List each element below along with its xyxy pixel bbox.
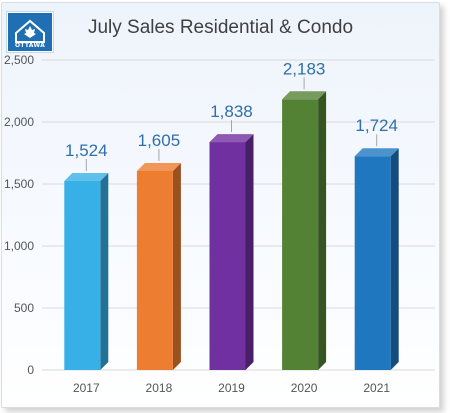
bar-side bbox=[390, 148, 399, 370]
bar-top bbox=[209, 134, 254, 143]
x-tick-label: 2017 bbox=[73, 381, 100, 395]
bar-top bbox=[282, 91, 327, 100]
bar-front bbox=[136, 170, 173, 370]
bar-top bbox=[354, 148, 399, 157]
bar-2018: 1,605 bbox=[136, 131, 181, 370]
bar-2017: 1,524 bbox=[64, 141, 109, 370]
data-label: 1,838 bbox=[210, 102, 253, 121]
bar-front bbox=[282, 99, 319, 371]
bar-side bbox=[100, 173, 109, 370]
bar-front bbox=[209, 142, 246, 370]
y-tick-label: 1,000 bbox=[4, 239, 34, 253]
bar-2019: 1,838 bbox=[209, 102, 254, 370]
bar-front bbox=[354, 156, 391, 370]
bar-side bbox=[172, 162, 181, 370]
bar-side bbox=[318, 91, 327, 371]
bar-front bbox=[64, 181, 101, 370]
x-tick-label: 2018 bbox=[146, 381, 173, 395]
chart-title: July Sales Residential & Condo bbox=[87, 17, 354, 38]
x-tick-label: 2021 bbox=[363, 381, 390, 395]
y-tick-label: 500 bbox=[14, 301, 34, 315]
y-tick-label: 0 bbox=[27, 363, 34, 377]
x-axis: 2017 2018 2019 2020 2021 bbox=[73, 381, 390, 395]
y-axis: 0 500 1,000 1,500 2,000 2,500 bbox=[4, 53, 34, 377]
x-tick-label: 2020 bbox=[291, 381, 318, 395]
data-label: 1,524 bbox=[65, 141, 108, 160]
ottawa-logo: OTTAWA bbox=[7, 12, 53, 52]
data-label: 2,183 bbox=[283, 59, 326, 78]
y-tick-label: 1,500 bbox=[4, 177, 34, 191]
y-tick-label: 2,000 bbox=[4, 115, 34, 129]
bar-2020: 2,183 bbox=[282, 59, 327, 371]
y-tick-label: 2,500 bbox=[4, 53, 34, 67]
data-label: 1,605 bbox=[138, 131, 181, 150]
bar-top bbox=[64, 173, 109, 182]
bars: 1,524 1,605 1,838 2,183 1,724 bbox=[64, 59, 399, 371]
logo-text: OTTAWA bbox=[14, 42, 46, 49]
bar-top bbox=[136, 162, 181, 171]
data-label: 1,724 bbox=[355, 116, 398, 135]
house-maple-leaf-icon bbox=[15, 19, 45, 43]
x-tick-label: 2019 bbox=[218, 381, 245, 395]
bar-side bbox=[245, 134, 254, 370]
bar-2021: 1,724 bbox=[354, 116, 399, 370]
